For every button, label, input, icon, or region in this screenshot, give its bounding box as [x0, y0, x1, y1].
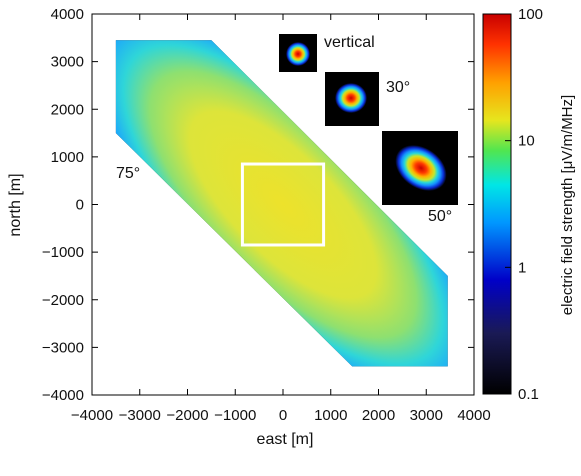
zoom-box	[240, 162, 326, 247]
colorbar-tick-label: 10	[518, 133, 535, 150]
inset-vertical-label: vertical	[324, 34, 375, 51]
y-tick-label: −1000	[42, 244, 84, 261]
inset-50-label: 50°	[428, 208, 452, 225]
inset-vertical: vertical	[279, 34, 375, 72]
y-tick-label: −3000	[42, 339, 84, 356]
x-tick-label: −3000	[119, 407, 161, 424]
colorbar	[482, 13, 512, 395]
y-tick-label: 4000	[51, 6, 84, 23]
zenith-label-75: 75°	[116, 165, 140, 182]
y-tick-label: 3000	[51, 54, 84, 71]
colorbar-tick-label: 0.1	[518, 386, 539, 403]
inset-50-spot	[395, 145, 447, 191]
inset-vertical-spot	[286, 42, 310, 66]
y-tick-label: −4000	[42, 387, 84, 404]
x-tick-label: −2000	[166, 407, 208, 424]
x-tick-label: −1000	[214, 407, 256, 424]
x-tick-label: 4000	[457, 407, 490, 424]
colorbar-tick-label: 1	[518, 259, 526, 276]
y-tick-label: 0	[76, 197, 84, 214]
x-tick-label: 3000	[410, 407, 443, 424]
x-axis: −4000 −3000 −2000 −1000 0 1000 2000 3000 4000	[71, 14, 491, 424]
footprint-heatmap	[115, 40, 448, 367]
y-tick-label: 2000	[51, 101, 84, 118]
y-tick-label: 1000	[51, 149, 84, 166]
inset-30-label: 30°	[386, 79, 410, 96]
x-tick-label: 0	[279, 407, 287, 424]
inset-50: 50°	[382, 131, 458, 225]
inset-30: 30°	[325, 72, 410, 126]
colorbar-ticks: 0.1 1 10 100	[505, 6, 543, 403]
y-axis: −4000 −3000 −2000 −1000 0 1000 2000 3000 4000	[42, 6, 474, 404]
inset-30-spot	[335, 83, 367, 113]
colorbar-tick-label: 100	[518, 6, 543, 23]
footprint-ellipse	[115, 40, 448, 367]
x-tick-label: 2000	[362, 407, 395, 424]
y-axis-label: north [m]	[7, 173, 24, 236]
colorbar-label: electric field strength [μV/m/MHz]	[559, 95, 576, 315]
y-tick-label: −2000	[42, 292, 84, 309]
x-tick-label: 1000	[314, 407, 347, 424]
x-tick-label: −4000	[71, 407, 113, 424]
x-axis-label: east [m]	[257, 431, 314, 448]
